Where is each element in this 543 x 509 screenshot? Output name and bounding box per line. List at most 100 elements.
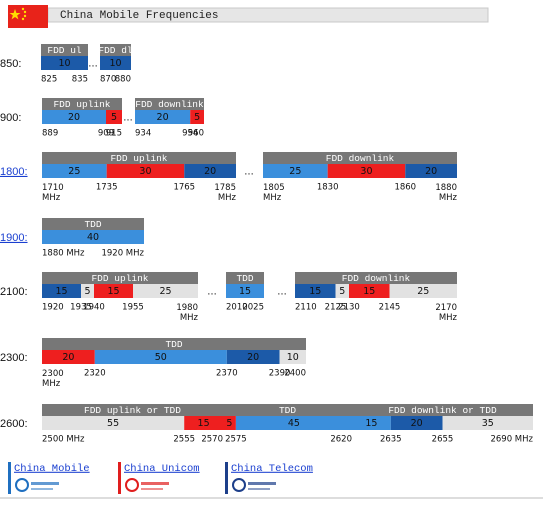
segment-label: 15 — [363, 286, 375, 297]
band-label[interactable]: 1900: — [0, 232, 28, 244]
segment-label: 45 — [288, 418, 300, 429]
operator-logo-text — [141, 488, 163, 490]
group-header-bg — [263, 152, 457, 164]
segment-label: 5 — [194, 112, 200, 123]
segment — [42, 230, 144, 244]
segment — [263, 164, 328, 178]
group-header: FDD downlink or TDD — [388, 405, 497, 416]
flag-star — [9, 9, 21, 20]
frequency-label: 960 — [188, 129, 204, 139]
band-label: 2300: — [0, 352, 28, 364]
segment-label: 5 — [226, 418, 232, 429]
group-header-bg — [135, 98, 204, 110]
flag-star — [21, 17, 25, 21]
group-header: FDD dl — [98, 45, 133, 56]
segment — [235, 416, 352, 430]
frequency-label: 2575 — [225, 435, 247, 445]
operator-logo-text — [31, 482, 59, 485]
operator-name[interactable]: China Telecom — [231, 463, 313, 475]
segment — [106, 164, 185, 178]
frequency-label: 2690 MHz — [490, 435, 533, 445]
segment-label: 20 — [157, 112, 169, 123]
segment — [184, 416, 223, 430]
frequency-label: 1880 MHz — [435, 183, 457, 203]
group-header-bg — [42, 272, 198, 284]
frequency-label: 2555 — [173, 435, 195, 445]
segment-label: 55 — [107, 418, 119, 429]
group-header-bg — [42, 338, 306, 350]
group-header: FDD downlink — [342, 273, 411, 284]
group-header-bg — [42, 152, 236, 164]
frequency-label: 1765 — [173, 183, 195, 193]
group-header-bg — [41, 44, 88, 56]
band-label: 2100: — [0, 286, 28, 298]
frequency-label: 1805 MHz — [263, 183, 285, 203]
group-header-bg — [226, 272, 264, 284]
operator-name[interactable]: China Mobile — [14, 463, 90, 475]
frequency-label: 880 — [115, 75, 131, 85]
segment-label: 20 — [204, 166, 216, 177]
operator-bar — [225, 462, 228, 494]
segment — [226, 284, 264, 298]
frequency-label: 1735 — [96, 183, 118, 193]
segment — [405, 164, 457, 178]
segment-label: 20 — [425, 166, 437, 177]
segment — [42, 350, 95, 364]
frequency-label: 1940 — [83, 303, 105, 313]
segment-label: 15 — [107, 286, 119, 297]
segment — [94, 350, 227, 364]
band-label[interactable]: 1800: — [0, 166, 28, 178]
band-label: 900: — [0, 112, 21, 124]
ellipsis: … — [207, 287, 217, 298]
page-title: China Mobile Frequencies — [60, 10, 218, 22]
frequency-label: 2400 — [284, 369, 306, 379]
frequency-label: 1955 — [122, 303, 144, 313]
flag-star — [23, 10, 27, 14]
segment-label: 10 — [58, 58, 70, 69]
segment-label: 20 — [62, 352, 74, 363]
segment-label: 10 — [109, 58, 121, 69]
frequency-label: 2635 — [380, 435, 402, 445]
segment — [133, 284, 198, 298]
segment — [106, 110, 122, 124]
segment — [223, 416, 236, 430]
segment-label: 30 — [360, 166, 372, 177]
flag-star — [21, 7, 25, 11]
operator-bar — [118, 462, 121, 494]
segment-label: 25 — [68, 166, 80, 177]
segment — [42, 416, 185, 430]
frequency-label: 915 — [106, 129, 122, 139]
segment — [352, 416, 391, 430]
segment — [190, 110, 204, 124]
flag-star — [23, 14, 27, 18]
frequency-label: 2500 MHz — [42, 435, 85, 445]
segment — [135, 110, 191, 124]
operator-bar — [8, 462, 11, 494]
segment-label: 15 — [55, 286, 67, 297]
segment — [184, 164, 236, 178]
segment — [94, 284, 133, 298]
segment-label: 15 — [198, 418, 210, 429]
frequency-label: 1920 — [42, 303, 64, 313]
group-header: TDD — [236, 273, 253, 284]
frequency-label: 909 — [98, 129, 114, 139]
frequency-label: 1980 MHz — [176, 303, 198, 323]
frequency-label: 825 — [41, 75, 57, 85]
operator-name[interactable]: China Unicom — [124, 463, 200, 475]
ellipsis: … — [244, 167, 254, 178]
segment — [41, 56, 88, 70]
frequency-label: 1920 MHz — [101, 249, 144, 259]
frequency-label: 2010 — [226, 303, 248, 313]
segment-label: 25 — [289, 166, 301, 177]
frequency-label: 1785 MHz — [214, 183, 236, 203]
segment — [100, 56, 131, 70]
segment-label: 5 — [84, 286, 90, 297]
group-header-bg — [352, 404, 533, 416]
segment — [81, 284, 94, 298]
frequency-label: 2130 — [338, 303, 360, 313]
segment-label: 30 — [139, 166, 151, 177]
frequency-label: 2125 — [325, 303, 347, 313]
operator-logo — [232, 478, 246, 492]
frequency-label: 2145 — [379, 303, 401, 313]
operator-logo-text — [248, 488, 270, 490]
